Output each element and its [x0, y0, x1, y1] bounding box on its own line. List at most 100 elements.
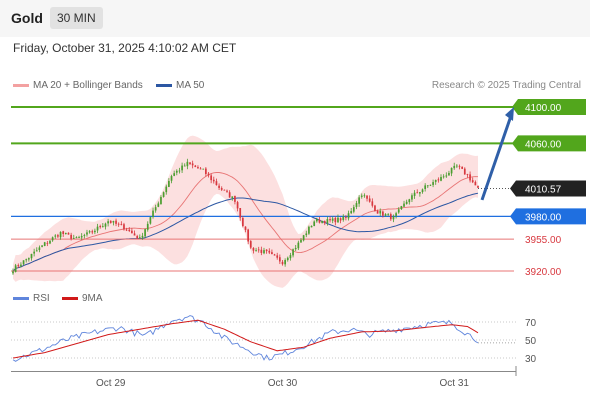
candles-layer	[12, 106, 514, 275]
candle-body	[157, 203, 160, 207]
candle-body	[392, 216, 395, 220]
candle-body	[207, 173, 210, 176]
candle-body	[477, 185, 479, 188]
candle-body	[297, 242, 300, 249]
candle-body	[231, 196, 234, 199]
rsi-tick-30: 30	[525, 354, 537, 365]
candle-body	[345, 216, 347, 218]
candle-body	[247, 229, 249, 242]
candle-body	[99, 226, 102, 228]
candle-body	[371, 201, 374, 206]
candle-body	[450, 167, 453, 174]
candle-body	[183, 165, 186, 167]
candle-body	[331, 218, 334, 221]
candle-body	[46, 242, 49, 244]
candle-body	[421, 189, 424, 193]
rsi-tick-50: 50	[525, 336, 537, 347]
candle-body	[191, 163, 194, 166]
rsi-panel: 70 50 30	[11, 315, 537, 365]
candle-body	[197, 167, 199, 169]
candle-body	[112, 221, 115, 223]
candle-body	[249, 241, 252, 248]
candle-body	[308, 226, 310, 234]
candle-body	[239, 208, 242, 218]
candle-body	[33, 251, 35, 254]
candle-body	[149, 217, 152, 224]
candle-body	[281, 261, 284, 265]
candle-body	[300, 239, 302, 243]
candle-body	[80, 236, 83, 238]
candle-body	[107, 221, 109, 224]
candle-body	[323, 221, 326, 224]
level-label-3955.00: 3955.00	[525, 235, 562, 246]
candle-body	[458, 166, 461, 168]
candle-body	[252, 247, 255, 251]
candle-body	[424, 185, 427, 189]
candle-body	[88, 231, 91, 233]
candle-body	[234, 195, 236, 202]
candle-body	[347, 213, 350, 219]
candle-body	[461, 166, 464, 169]
candle-body	[411, 195, 413, 200]
candle-body	[413, 192, 416, 196]
price-levels-layer: 4100.00 4060.00 4010.57 3980.00 3955.00 3920.…	[11, 98, 586, 278]
legend-rsi-label: RSI	[33, 293, 50, 304]
candle-body	[289, 255, 292, 259]
candle-body	[474, 181, 477, 186]
candle-body	[368, 198, 371, 202]
ma20-line	[12, 172, 479, 272]
candle-body	[387, 214, 390, 216]
candle-body	[260, 249, 263, 253]
candle-body	[389, 214, 392, 220]
candle-body	[117, 223, 120, 225]
bollinger-band-layer	[13, 135, 478, 288]
legend-9ma: 9MA	[62, 293, 103, 304]
candle-body	[416, 192, 419, 194]
candle-body	[366, 195, 368, 199]
candle-body	[302, 235, 305, 241]
candle-body	[384, 214, 387, 216]
candle-body	[57, 235, 59, 237]
symbol-title: Gold	[11, 10, 43, 26]
candle-body	[17, 265, 20, 267]
ma20-swatch	[13, 83, 29, 87]
forecast-arrow-head	[505, 106, 514, 121]
candle-body	[104, 223, 107, 227]
candle-body	[223, 189, 226, 191]
candle-body	[236, 202, 239, 209]
candle-body	[35, 250, 38, 252]
candle-body	[133, 233, 136, 236]
legend-ma50-label: MA 50	[176, 80, 205, 91]
candle-body	[374, 205, 376, 211]
candle-body	[144, 229, 146, 237]
candle-body	[165, 186, 168, 193]
level-tag-4010.57	[510, 180, 586, 197]
candle-body	[67, 232, 70, 235]
candle-body	[210, 175, 213, 181]
candle-body	[437, 179, 440, 181]
candle-body	[25, 259, 28, 261]
candle-body	[379, 210, 382, 214]
candle-body	[54, 235, 57, 237]
candle-body	[128, 229, 131, 231]
forecast-arrow-line	[480, 112, 514, 201]
candle-body	[27, 258, 30, 260]
candle-body	[72, 238, 75, 239]
candle-body	[400, 206, 403, 210]
candle-body	[101, 226, 104, 227]
candle-body	[212, 179, 215, 182]
candle-body	[255, 249, 257, 251]
candle-body	[471, 180, 474, 183]
candle-body	[273, 254, 276, 256]
candle-body	[186, 161, 189, 167]
candle-body	[263, 250, 265, 254]
legend-rsi: RSI	[13, 293, 50, 304]
candle-body	[440, 177, 442, 181]
candle-body	[43, 242, 46, 246]
interval-badge[interactable]: 30 MIN	[50, 7, 103, 29]
candle-body	[215, 181, 218, 186]
candle-body	[152, 210, 154, 217]
candle-body	[442, 176, 445, 178]
candle-body	[466, 173, 469, 175]
